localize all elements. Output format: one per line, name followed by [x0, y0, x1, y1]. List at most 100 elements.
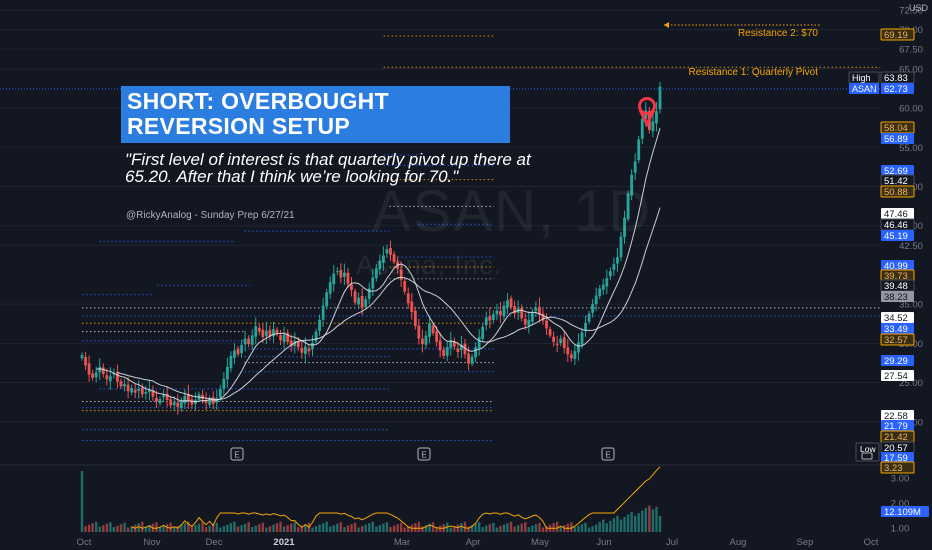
volume-ratio-line	[131, 466, 661, 529]
candle-body	[243, 338, 247, 345]
candle-body	[655, 111, 658, 124]
volume-bar	[141, 521, 144, 532]
candle-body	[431, 325, 435, 334]
candle-body	[619, 236, 623, 258]
candle-body	[162, 395, 165, 398]
volume-bar	[435, 527, 438, 532]
price-badge-label: 22.58	[884, 411, 908, 422]
ma-slow-line	[117, 207, 661, 400]
candle-body	[293, 340, 297, 346]
candle-body	[587, 313, 591, 322]
volume-bar	[477, 522, 481, 532]
price-badge-label: 38.23	[884, 292, 908, 303]
price-badge-label: 52.69	[884, 166, 908, 177]
price-tick-label: 35.00	[899, 300, 923, 311]
candle-body	[385, 249, 389, 254]
candle-body	[165, 393, 169, 400]
symbol-watermark: ASAN, 1D	[372, 179, 653, 244]
volume-bar	[297, 527, 300, 532]
candlesticks[interactable]	[80, 81, 662, 415]
analyst-quote: "First level of interest is that quarter…	[125, 150, 531, 186]
moving-averages	[96, 128, 661, 403]
candle-body	[343, 272, 346, 277]
candle-body	[286, 332, 290, 342]
candle-body	[318, 319, 321, 331]
volume-bar	[378, 525, 382, 532]
candle-body	[530, 312, 534, 322]
volume-bar	[644, 508, 648, 532]
volume-bar	[424, 525, 428, 532]
volume-bar	[286, 525, 289, 532]
earnings-mark-label: E	[234, 451, 239, 460]
time-axis[interactable]: Oct Nov Dec 2021 Mar Apr May Jun Jul Aug Sep Oct	[0, 533, 880, 550]
price-badge-label: 12.109M	[884, 507, 921, 518]
price-badge-label: 62.73	[884, 84, 908, 95]
candle-body	[616, 257, 619, 264]
volume-bar	[506, 523, 509, 532]
candle-body	[140, 387, 144, 395]
volume-tick-label: 1.00	[891, 524, 910, 535]
earnings-mark-label: E	[605, 451, 610, 460]
volume-bar	[609, 520, 612, 532]
volume-bar	[98, 526, 101, 532]
price-badge-label: 50.88	[884, 187, 908, 198]
price-badge-label: 58.04	[884, 123, 908, 134]
candle-body	[289, 340, 293, 347]
candle-body	[651, 121, 655, 132]
price-badge	[881, 452, 914, 463]
candle-body	[225, 366, 229, 380]
price-badge-label: 21.42	[884, 432, 908, 443]
volume-bar	[187, 521, 190, 532]
time-tick-label: Aug	[730, 537, 747, 548]
volume-bar	[587, 527, 591, 532]
candle-body	[116, 371, 119, 382]
volume-bar	[463, 521, 467, 532]
candle-body	[91, 373, 95, 378]
volume-bar	[453, 526, 456, 532]
volume-bar	[102, 525, 105, 532]
volume-bar	[254, 525, 257, 532]
candle-body	[481, 326, 485, 339]
volume-bar	[105, 523, 109, 532]
candle-body	[488, 316, 492, 321]
price-levels	[82, 35, 880, 442]
volume-tick-label: 2.00	[891, 499, 910, 510]
price-badge-label: 56.89	[884, 134, 908, 145]
candle-body	[559, 338, 563, 344]
volume-bar	[456, 524, 460, 532]
candle-body	[374, 268, 378, 279]
candle-body	[538, 306, 541, 315]
resistance-annotations: Resistance 2: $70 Resistance 1: Quarterly…	[664, 22, 820, 78]
volume-bar	[449, 527, 452, 532]
candle-body	[417, 325, 421, 339]
price-badge	[881, 506, 929, 517]
candle-body	[548, 329, 552, 336]
candle-body	[321, 305, 325, 320]
candle-body	[608, 271, 612, 277]
volume-bar	[368, 523, 371, 532]
volume-bar	[534, 524, 538, 532]
time-tick-label: Sep	[797, 537, 814, 548]
candle-body	[598, 288, 602, 297]
volume-bar	[109, 522, 112, 532]
volume-bar	[488, 524, 491, 532]
volume-bar	[495, 527, 499, 532]
candle-body	[328, 282, 332, 294]
candle-body	[186, 394, 190, 401]
volume-bar	[247, 522, 250, 532]
volume-bar	[226, 524, 229, 532]
candle-body	[250, 335, 254, 345]
price-badge-label: 33.49	[884, 324, 908, 335]
candle-body	[413, 310, 417, 327]
volume-bar	[520, 523, 523, 532]
candle-body	[499, 311, 502, 316]
candle-body	[176, 402, 180, 407]
volume-bar	[80, 471, 84, 532]
candle-body	[421, 338, 424, 345]
candle-body	[626, 193, 630, 220]
headline-line-2: REVERSION SETUP	[127, 113, 351, 139]
candle-body	[204, 400, 208, 403]
